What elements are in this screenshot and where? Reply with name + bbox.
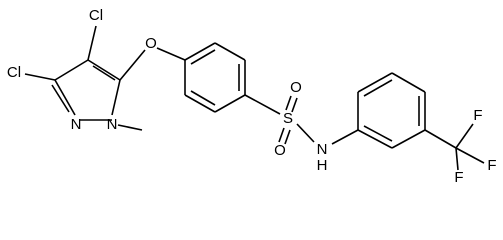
atom-labels: Cl Cl N N O S O O N H F F F bbox=[7, 7, 497, 186]
bonds bbox=[24, 25, 485, 171]
atom-label: Cl bbox=[7, 64, 21, 81]
atom-label: N bbox=[107, 116, 118, 133]
atom-label: F bbox=[473, 107, 482, 124]
atom-label: F bbox=[487, 157, 496, 174]
structure-diagram: Cl Cl N N O S O O N H F F F bbox=[7, 7, 497, 186]
atom-label: N bbox=[71, 116, 82, 133]
atom-label: S bbox=[283, 110, 293, 127]
atom-label: F bbox=[454, 169, 463, 186]
atom-label: H bbox=[317, 157, 328, 174]
atom-label: N bbox=[317, 141, 328, 158]
atom-label: O bbox=[274, 142, 286, 159]
atom-label: O bbox=[290, 79, 302, 96]
atom-label: Cl bbox=[89, 7, 103, 24]
atom-label: O bbox=[145, 35, 157, 52]
